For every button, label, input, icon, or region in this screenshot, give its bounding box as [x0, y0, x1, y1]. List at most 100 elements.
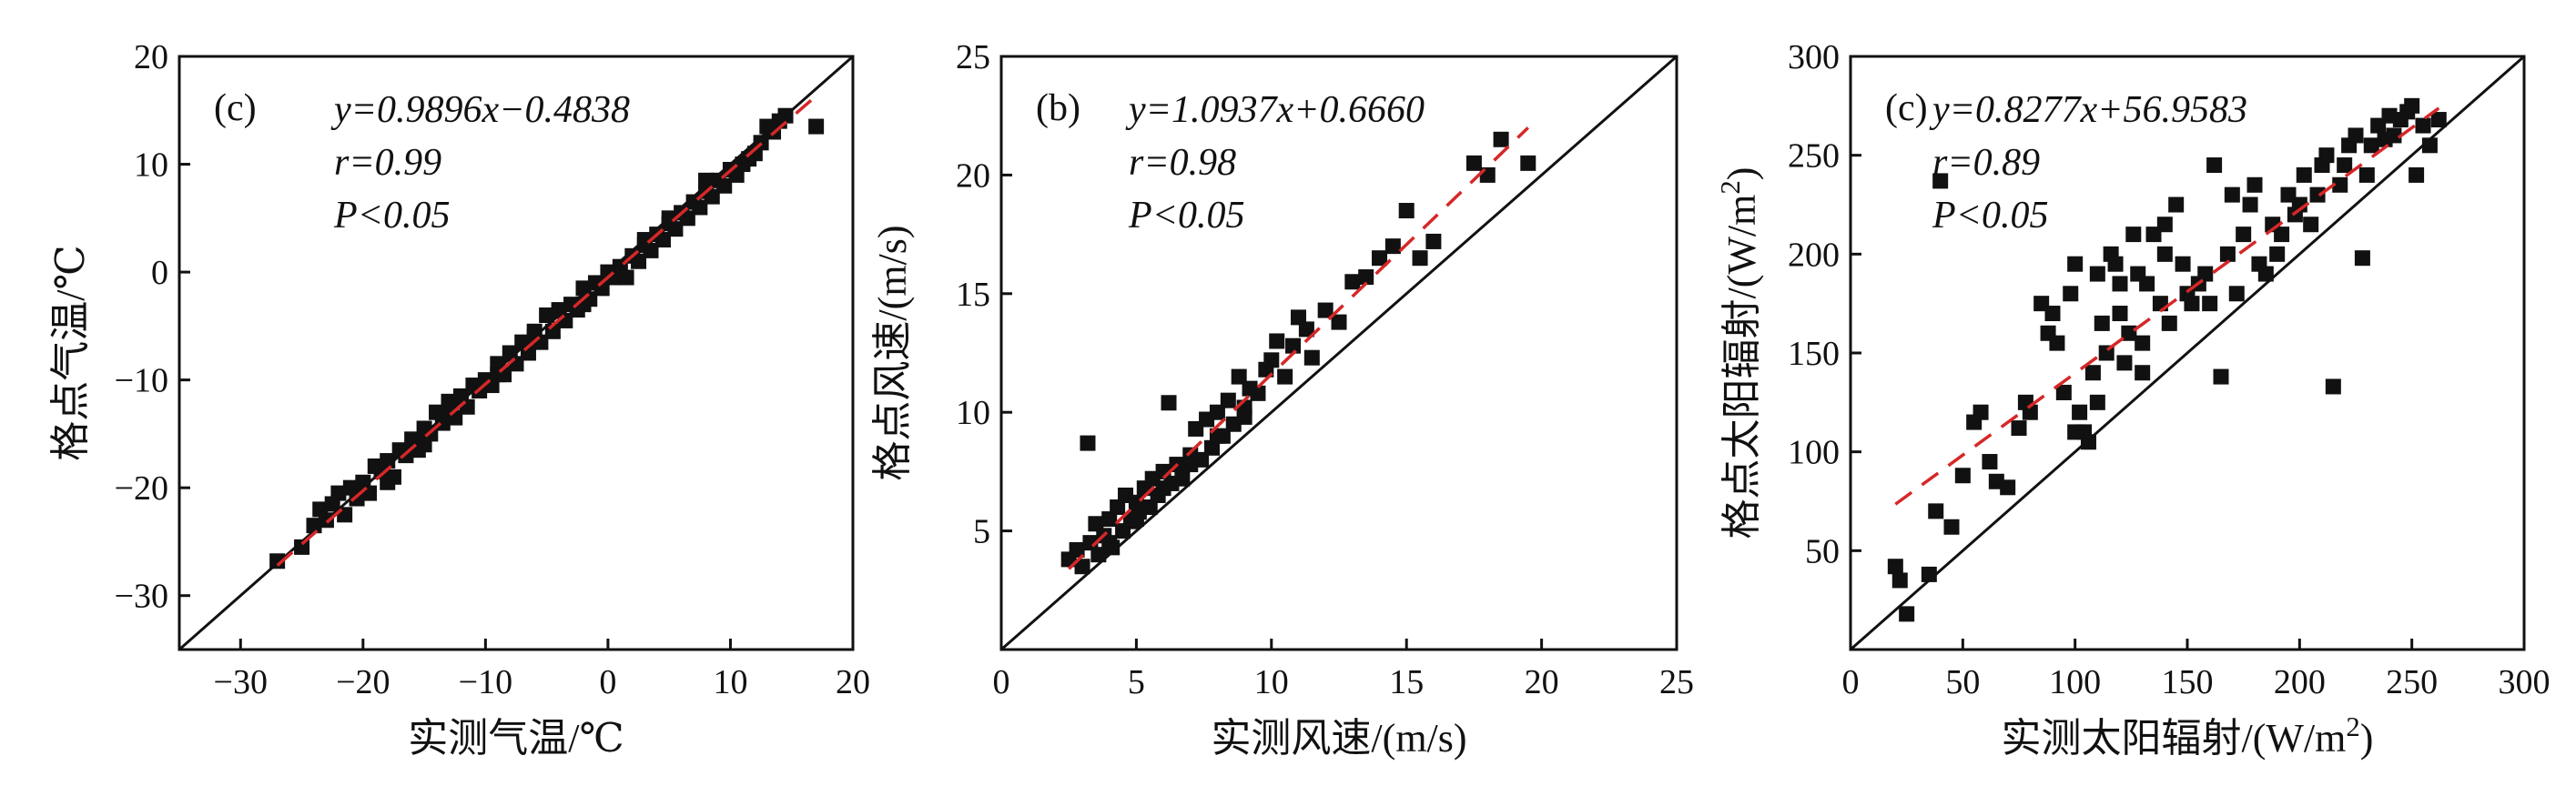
data-point	[1220, 392, 1236, 408]
data-point	[2354, 250, 2370, 267]
data-point	[2044, 306, 2061, 322]
data-point	[1425, 233, 1442, 249]
data-point	[1209, 428, 1225, 444]
data-point	[1069, 541, 1085, 558]
data-point	[1269, 333, 1285, 349]
data-point	[2242, 196, 2258, 213]
data-point	[2116, 355, 2133, 371]
data-point	[1479, 166, 1496, 183]
panel-label: (c)	[1885, 87, 1928, 129]
data-point	[1303, 349, 1320, 366]
data-point	[2206, 157, 2223, 174]
data-point	[1082, 535, 1099, 551]
data-points	[1887, 97, 2447, 622]
y-tick-label: 250	[1788, 137, 1840, 176]
data-point	[2168, 196, 2185, 213]
data-point	[1932, 173, 1949, 189]
data-point	[1110, 499, 1126, 516]
p-value: P<0.05	[333, 195, 451, 237]
x-tick-label: 15	[1389, 663, 1424, 701]
data-point	[2022, 404, 2038, 420]
regression-equation: y=0.9896x−0.4838	[330, 89, 630, 131]
data-point	[692, 199, 708, 216]
data-point	[636, 232, 653, 248]
data-point	[2269, 246, 2286, 262]
data-point	[1928, 503, 1944, 519]
data-point	[2055, 384, 2072, 400]
data-point	[2197, 266, 2214, 282]
data-point	[1174, 470, 1191, 487]
data-point	[679, 210, 695, 227]
data-point	[380, 474, 396, 490]
data-point	[2337, 157, 2353, 174]
y-tick-label: 50	[1805, 532, 1840, 570]
data-point	[2089, 266, 2105, 282]
x-axis-title: 实测太阳辐射/(W/m2)	[2002, 711, 2374, 761]
fit-line	[1067, 126, 1529, 570]
data-point	[1204, 439, 1221, 456]
data-point	[704, 188, 720, 205]
data-point	[654, 232, 671, 248]
data-point	[1155, 480, 1171, 497]
fit-line	[1894, 106, 2440, 506]
data-point	[1899, 606, 1915, 622]
scatter-panel-solar-radiation: 0 50 100 150 200 250 300 50 100 150 200 250 300 实测太阳辐…	[1715, 38, 2551, 761]
y-tick-label: −20	[115, 469, 168, 508]
data-point	[2404, 97, 2420, 114]
data-point	[2296, 166, 2312, 183]
y-axis-title: 格点太阳辐射/(W/m2)	[1715, 167, 1764, 539]
data-point	[1372, 250, 1388, 267]
regression-equation: y=0.8277x+56.9583	[1929, 89, 2247, 131]
data-point	[1954, 468, 1971, 484]
data-point	[1101, 511, 1118, 528]
y-tick-label: 300	[1788, 38, 1840, 76]
data-point	[2257, 266, 2274, 282]
data-point	[2135, 365, 2151, 381]
plot-frame	[177, 55, 855, 651]
data-point	[1277, 368, 1293, 385]
data-point	[1088, 516, 1104, 532]
x-tick-label: 10	[713, 663, 747, 701]
data-point	[2080, 434, 2096, 450]
data-point	[2274, 227, 2290, 243]
data-point	[2236, 227, 2252, 243]
x-tick-label: 20	[836, 663, 870, 701]
data-point	[631, 253, 647, 269]
y-tick-label: 10	[956, 394, 990, 432]
data-point	[2309, 186, 2326, 203]
data-point	[306, 518, 322, 534]
scatter-panel-wind-speed: 0 5 10 15 20 25 5 10 15 20 25 实测风速/(m/s) 格点风速/(m/s) (…	[870, 38, 1694, 761]
data-point	[1412, 250, 1428, 267]
data-point	[2156, 217, 2173, 233]
data-point	[2156, 246, 2173, 262]
data-point	[2246, 176, 2263, 193]
data-point	[337, 507, 353, 523]
x-tick-label: −30	[214, 663, 268, 701]
data-point	[1250, 385, 1266, 401]
data-point	[1298, 321, 1314, 338]
data-point	[294, 539, 310, 555]
x-tick-label: 50	[1945, 663, 1980, 701]
data-point	[2049, 335, 2065, 351]
data-point	[2303, 217, 2319, 233]
data-point	[1236, 408, 1253, 425]
data-point	[2318, 147, 2335, 164]
data-point	[1101, 535, 1118, 551]
data-point	[2202, 296, 2218, 312]
data-point	[2348, 127, 2364, 144]
x-tick-label: 100	[2049, 663, 2101, 701]
y-tick-label: −10	[115, 362, 168, 400]
y-tick-label: −30	[115, 578, 168, 616]
data-point	[2219, 246, 2236, 262]
data-point	[2112, 306, 2128, 322]
data-point	[330, 485, 347, 501]
data-point	[1317, 302, 1334, 318]
y-tick-label: 15	[956, 276, 990, 314]
data-point	[2072, 404, 2088, 420]
data-point	[1921, 566, 1937, 582]
data-point	[1331, 314, 1347, 330]
panel-label: (b)	[1036, 87, 1080, 129]
data-point	[1943, 519, 1960, 535]
y-tick-label: 200	[1788, 236, 1840, 274]
